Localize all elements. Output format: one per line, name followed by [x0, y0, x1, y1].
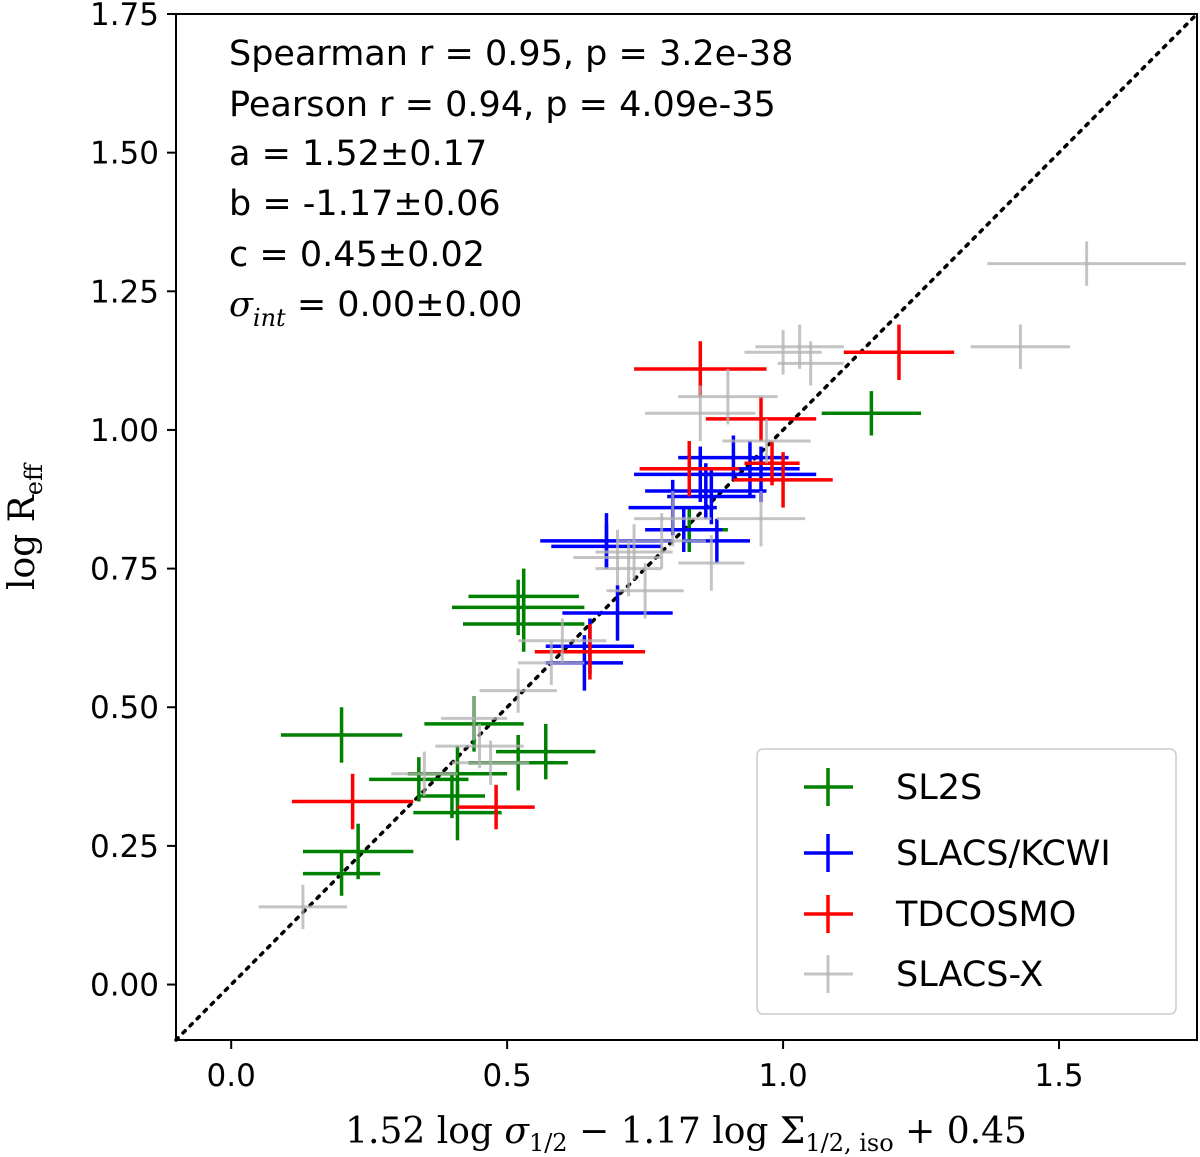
legend-marker-sl2s	[804, 768, 853, 806]
data-point	[667, 468, 756, 525]
y-axis-label: log Reff	[2, 462, 48, 590]
y-tick-label: 1.25	[90, 274, 159, 310]
x-tick-label: 1.5	[1034, 1058, 1083, 1094]
x-axis-label: 1.52 log σ1/2 − 1.17 log Σ1/2, iso + 0.4…	[345, 1111, 1027, 1157]
x-axis-sigma: σ	[504, 1111, 530, 1152]
y-tick-label: 0.25	[90, 829, 159, 865]
one-to-one-line	[174, 12, 1199, 1042]
data-point	[518, 640, 585, 686]
data-point	[573, 529, 662, 586]
y-tick-label: 0.00	[90, 968, 159, 1004]
legend-label: SLACS-X	[896, 955, 1043, 995]
stats-annotation: Spearman r = 0.95, p = 3.2e-38 Pearson r…	[229, 34, 793, 332]
stat-a: a = 1.52±0.17	[229, 134, 487, 174]
legend-marker-tdcosmo	[804, 895, 853, 933]
data-point	[435, 723, 524, 769]
x-axis-label-part-2: − 1.17 log Σ	[568, 1111, 806, 1152]
y-tick-label: 1.75	[90, 0, 159, 33]
x-axis-sigma-sub: 1/2	[529, 1129, 568, 1157]
data-point	[716, 490, 806, 547]
y-axis-label-sub: eff	[20, 462, 48, 495]
y-axis: 0.00 0.25 0.50 0.75 1.00 1.25 1.50 1.75	[90, 0, 176, 1004]
data-point	[413, 784, 502, 841]
data-point	[645, 463, 767, 519]
data-point	[291, 773, 414, 830]
data-point	[418, 773, 486, 819]
sigma-symbol: σ	[229, 285, 254, 325]
y-tick-label: 1.50	[90, 136, 159, 172]
data-point	[678, 535, 745, 591]
y-tick-label: 0.75	[90, 552, 159, 588]
data-point	[451, 740, 530, 785]
sigma-value: = 0.00±0.00	[286, 285, 523, 325]
data-point	[302, 823, 414, 880]
legend: SL2S SLACS/KCWI TDCOSMO SLACS-X	[756, 748, 1177, 1015]
data-point	[755, 324, 844, 369]
data-point	[987, 241, 1186, 286]
data-point	[534, 624, 646, 680]
legend-box	[756, 748, 1177, 1015]
data-point	[280, 707, 403, 763]
series-tdcosmo	[291, 324, 955, 830]
stat-b: b = -1.17±0.06	[229, 184, 501, 224]
series-slacs-x	[258, 241, 1186, 930]
legend-label: TDCOSMO	[895, 895, 1076, 935]
data-point	[639, 441, 739, 497]
data-point	[821, 391, 922, 436]
legend-label: SLACS/KCWI	[896, 834, 1111, 874]
legend-marker-slacs-x	[804, 955, 853, 993]
stat-c: c = 0.45±0.02	[229, 235, 485, 275]
x-tick-label: 0.0	[207, 1058, 256, 1094]
data-point	[678, 435, 789, 480]
x-tick-label: 0.5	[482, 1058, 531, 1094]
data-point	[617, 513, 706, 569]
data-point	[645, 507, 723, 552]
data-point	[496, 723, 596, 780]
data-point	[645, 385, 756, 442]
y-axis-label-main: log R	[2, 494, 43, 590]
data-point	[722, 418, 811, 464]
data-point	[440, 696, 508, 741]
one-to-one-line-group	[174, 12, 1199, 1042]
data-point	[258, 884, 348, 930]
data-point	[562, 585, 673, 641]
data-point	[451, 579, 585, 636]
x-axis-label-part-3: + 0.45	[894, 1111, 1027, 1152]
series-layer	[258, 241, 1186, 930]
data-point	[843, 324, 955, 381]
y-tick-label: 1.00	[90, 413, 159, 449]
data-point	[518, 618, 607, 663]
x-tick-label: 1.0	[758, 1058, 807, 1094]
y-tick-label: 0.50	[90, 690, 159, 726]
data-point	[777, 341, 844, 386]
stat-pearson: Pearson r = 0.94, p = 4.09e-35	[229, 85, 776, 125]
data-point	[678, 368, 778, 425]
data-point	[970, 324, 1071, 369]
data-point	[595, 524, 673, 580]
data-point	[391, 751, 458, 796]
x-axis: 0.0 0.5 1.0 1.5	[207, 1040, 1084, 1094]
data-point	[457, 784, 535, 830]
data-point	[744, 330, 822, 375]
data-point	[595, 540, 662, 597]
x-axis-label-part-1: 1.52 log	[345, 1111, 504, 1152]
data-point	[705, 396, 817, 442]
legend-items: SL2S SLACS/KCWI TDCOSMO SLACS-X	[804, 768, 1111, 995]
data-point	[551, 524, 662, 569]
stat-spearman: Spearman r = 0.95, p = 3.2e-38	[229, 34, 793, 74]
data-point	[634, 490, 712, 547]
x-axis-Sigma-sub: 1/2, iso	[805, 1129, 893, 1157]
plot-frame	[175, 13, 1198, 1041]
sigma-subscript: int	[253, 304, 286, 332]
data-point	[479, 668, 557, 713]
data-point	[462, 596, 585, 652]
data-point	[733, 452, 833, 508]
legend-label: SL2S	[896, 768, 982, 808]
data-point	[744, 441, 800, 486]
data-point	[606, 563, 684, 619]
data-point	[302, 851, 381, 896]
legend-marker-slacs-kcwi	[804, 834, 853, 872]
stat-sigma-int: σint = 0.00±0.00	[229, 285, 522, 332]
